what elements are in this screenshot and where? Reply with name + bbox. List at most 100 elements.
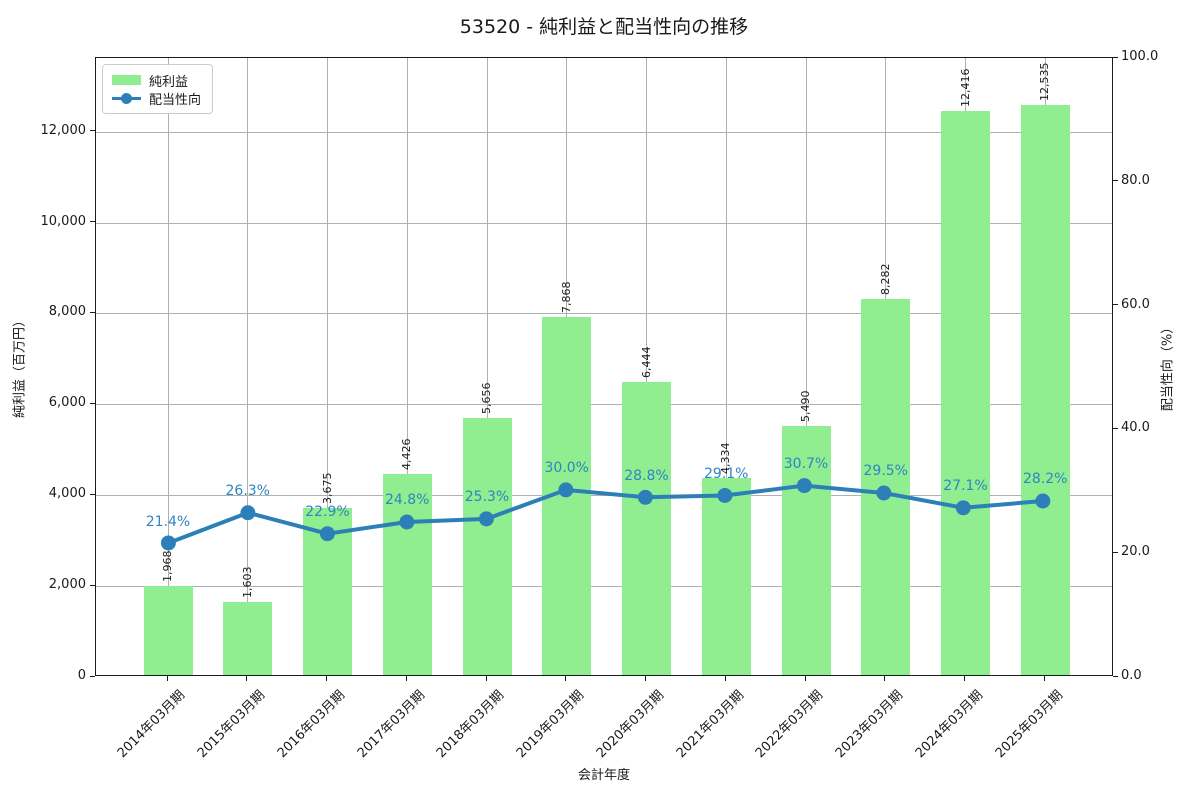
x-tick-mark — [884, 676, 886, 681]
x-tick-mark — [246, 676, 248, 681]
gridline-vertical — [406, 58, 408, 675]
bar-value-label: 1,603 — [240, 566, 254, 599]
y-left-tick-mark — [90, 675, 95, 677]
x-axis-label: 会計年度 — [577, 768, 630, 783]
bar — [941, 110, 990, 675]
x-tick-mark — [565, 676, 567, 681]
x-tick-label: 2024年03月期 — [912, 687, 986, 762]
gridline-vertical — [247, 58, 249, 675]
bar-value-label: 7,868 — [559, 281, 573, 314]
plot-area: 1,968 1,603 3,675 4,426 5,656 7,868 6,444 4,334… — [95, 57, 1113, 676]
bar-swatch-icon — [112, 75, 141, 85]
line-value-label: 28.8% — [624, 467, 669, 484]
line-value-label: 26.3% — [225, 483, 270, 500]
line-value-label: 24.8% — [385, 492, 430, 509]
legend-label-payout-ratio: 配当性向 — [149, 92, 202, 108]
x-tick-label: 2022年03月期 — [753, 687, 827, 762]
line-marker — [558, 482, 574, 498]
x-tick-label: 2016年03月期 — [274, 687, 348, 762]
bar — [1020, 105, 1070, 675]
bar-value-label: 12,416 — [958, 68, 972, 107]
x-tick-label: 2023年03月期 — [832, 687, 907, 762]
x-tick-label: 2015年03月期 — [194, 687, 269, 762]
line-value-label: 30.0% — [544, 460, 589, 477]
y-right-tick-mark — [1113, 427, 1118, 430]
x-tick-label: 2019年03月期 — [513, 687, 588, 762]
bar-value-label: 3,675 — [320, 472, 334, 504]
y-right-tick-label: 100.0 — [1121, 49, 1159, 64]
bar — [622, 382, 671, 675]
line-marker — [319, 526, 335, 542]
y-right-tick-label: 40.0 — [1121, 420, 1150, 436]
y-right-tick-mark — [1113, 180, 1118, 182]
y-left-tick-label: 6,000 — [48, 395, 86, 411]
y-axis-right-label: 配当性向（%） — [1160, 320, 1176, 412]
x-tick-label: 2025年03月期 — [992, 687, 1066, 762]
bar — [382, 473, 432, 675]
y-right-tick-label: 60.0 — [1121, 296, 1150, 312]
bars-layer — [96, 58, 1112, 675]
y-left-tick-mark — [90, 221, 95, 223]
legend-item-net-income: 純利益 — [112, 71, 201, 90]
x-tick-label: 2017年03月期 — [354, 687, 428, 762]
legend: 純利益 配当性向 — [102, 64, 214, 114]
y-left-tick-label: 2,000 — [48, 577, 86, 593]
gridline-vertical — [167, 58, 169, 675]
payout-ratio-line-layer — [160, 478, 1051, 551]
y-left-tick-mark — [90, 130, 95, 132]
payout-ratio-line — [167, 483, 1043, 545]
gridline-vertical — [486, 58, 488, 675]
gridline-horizontal — [96, 222, 1112, 224]
bar — [701, 478, 751, 675]
legend-label-net-income: 純利益 — [149, 74, 189, 90]
gridline-vertical — [725, 58, 727, 675]
line-marker — [876, 485, 892, 501]
y-right-tick-label: 0.0 — [1121, 668, 1142, 683]
legend-item-payout-ratio: 配当性向 — [112, 89, 202, 108]
x-tick-mark — [804, 676, 806, 681]
x-tick-mark — [1043, 676, 1045, 681]
x-tick-mark — [964, 676, 966, 681]
bar-value-label: 6,444 — [639, 346, 653, 379]
bar — [143, 585, 193, 675]
y-left-tick-mark — [90, 493, 95, 495]
line-value-label: 28.2% — [1023, 471, 1068, 488]
line-marker — [478, 511, 494, 527]
line-value-label: 21.4% — [145, 513, 191, 530]
bar-value-label: 5,656 — [480, 382, 493, 414]
line-marker — [637, 489, 653, 505]
line-marker — [955, 500, 971, 516]
gridline-horizontal — [96, 131, 1112, 133]
y-right-tick-mark — [1113, 304, 1118, 306]
line-value-label: 29.5% — [863, 463, 908, 480]
line-marker — [160, 535, 176, 551]
x-tick-mark — [166, 676, 168, 681]
bar-value-label: 1,968 — [161, 550, 174, 582]
bar-value-label: 8,282 — [878, 263, 892, 295]
line-marker-icon — [112, 92, 141, 104]
y-left-tick-label: 0 — [77, 668, 86, 683]
gridline-vertical — [646, 58, 647, 675]
line-value-label: 22.9% — [305, 504, 350, 521]
line-marker — [1035, 493, 1051, 509]
bar — [781, 425, 831, 675]
x-tick-label: 2018年03月期 — [434, 687, 508, 762]
y-left-tick-label: 4,000 — [48, 486, 86, 502]
gridline-horizontal — [96, 313, 1112, 315]
y-right-tick-label: 20.0 — [1121, 544, 1150, 560]
line-value-label: 29.1% — [704, 465, 749, 482]
bar — [462, 417, 512, 675]
bar — [223, 602, 273, 675]
y-right-tick-mark — [1113, 56, 1118, 58]
line-marker — [399, 514, 415, 530]
x-tick-label: 2021年03月期 — [673, 687, 747, 762]
y-left-tick-label: 8,000 — [48, 304, 86, 320]
y-left-tick-label: 10,000 — [40, 213, 87, 229]
bar-value-label: 5,490 — [799, 390, 812, 422]
x-tick-mark — [405, 676, 407, 681]
gridline-horizontal — [96, 495, 1112, 497]
line-value-label: 30.7% — [783, 455, 829, 472]
x-tick-mark — [326, 676, 328, 681]
x-tick-label: 2014年03月期 — [115, 687, 189, 762]
